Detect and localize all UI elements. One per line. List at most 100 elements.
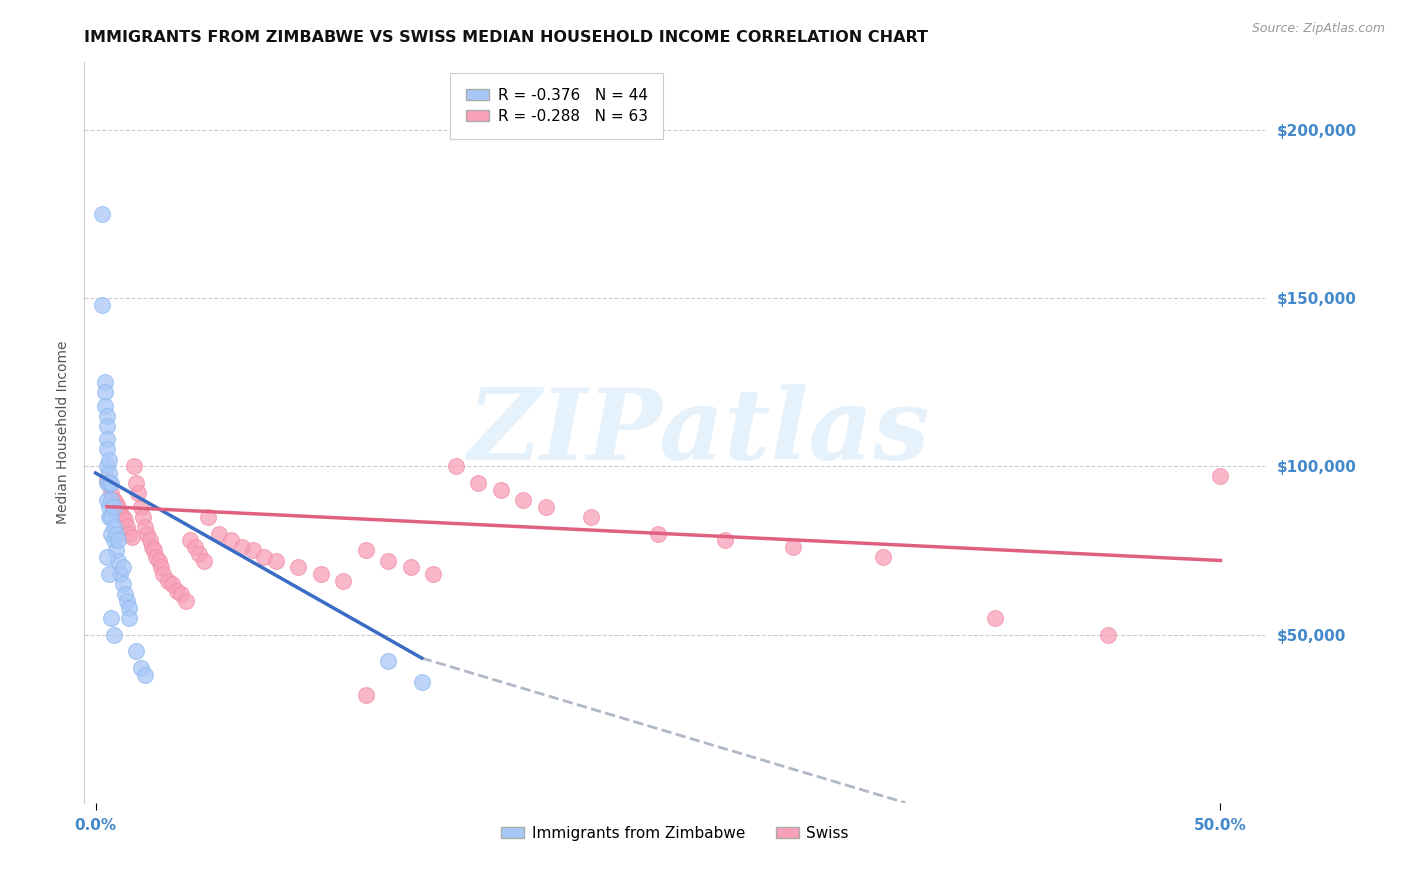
Point [264, 553, 287, 567]
Point [96, 459, 118, 474]
Point [96, 433, 118, 447]
Text: Source: ZipAtlas.com: Source: ZipAtlas.com [1251, 22, 1385, 36]
Point [219, 533, 242, 548]
Point [104, 526, 127, 541]
Point [377, 655, 399, 669]
Point [115, 594, 138, 608]
Point [136, 526, 159, 541]
Point [134, 668, 156, 682]
Point [91, 207, 114, 221]
Text: ZIPatlas: ZIPatlas [467, 384, 929, 481]
Point [125, 476, 148, 491]
Point [399, 560, 422, 574]
Point [467, 476, 489, 491]
Point [141, 540, 163, 554]
Point [782, 540, 804, 554]
Point [93, 385, 115, 400]
Point [444, 459, 467, 474]
Point [208, 526, 231, 541]
Point [170, 587, 193, 601]
Point [98, 476, 121, 491]
Point [111, 509, 134, 524]
Point [107, 500, 129, 514]
Point [114, 587, 136, 601]
Point [174, 594, 197, 608]
Point [127, 486, 149, 500]
Point [98, 466, 121, 480]
Point [647, 526, 669, 541]
Point [125, 644, 148, 658]
Point [193, 553, 215, 567]
Point [134, 520, 156, 534]
Point [96, 409, 118, 423]
Point [132, 509, 155, 524]
Point [188, 547, 211, 561]
Point [96, 418, 118, 433]
Point [100, 492, 122, 507]
Point [1097, 627, 1119, 641]
Point [103, 533, 125, 548]
Point [100, 476, 122, 491]
Point [129, 500, 152, 514]
Point [103, 492, 125, 507]
Point [100, 486, 122, 500]
Point [143, 543, 166, 558]
Point [152, 566, 174, 581]
Point [91, 298, 114, 312]
Point [100, 526, 122, 541]
Point [149, 560, 172, 574]
Point [96, 476, 118, 491]
Point [1209, 469, 1232, 483]
Point [422, 566, 444, 581]
Point [93, 399, 115, 413]
Point [309, 566, 332, 581]
Point [110, 507, 132, 521]
Point [118, 600, 141, 615]
Point [100, 509, 122, 524]
Point [129, 661, 152, 675]
Point [489, 483, 512, 497]
Point [118, 526, 141, 541]
Point [114, 513, 136, 527]
Point [179, 533, 201, 548]
Point [96, 550, 118, 565]
Point [118, 610, 141, 624]
Point [98, 452, 121, 467]
Point [166, 583, 188, 598]
Text: IMMIGRANTS FROM ZIMBABWE VS SWISS MEDIAN HOUSEHOLD INCOME CORRELATION CHART: IMMIGRANTS FROM ZIMBABWE VS SWISS MEDIAN… [84, 29, 928, 45]
Point [138, 533, 160, 548]
Point [96, 442, 118, 457]
Point [197, 509, 219, 524]
Point [111, 560, 134, 574]
Point [96, 473, 118, 487]
Point [98, 476, 121, 491]
Point [512, 492, 534, 507]
Point [100, 610, 122, 624]
Point [156, 574, 179, 588]
Point [984, 610, 1007, 624]
Point [96, 492, 118, 507]
Point [332, 574, 354, 588]
Point [377, 553, 399, 567]
Y-axis label: Median Household Income: Median Household Income [56, 341, 70, 524]
Point [107, 533, 129, 548]
Point [103, 627, 125, 641]
Point [253, 550, 276, 565]
Point [98, 509, 121, 524]
Point [115, 520, 138, 534]
Point [104, 496, 127, 510]
Point [411, 674, 433, 689]
Point [145, 550, 167, 565]
Point [110, 566, 132, 581]
Point [714, 533, 737, 548]
Point [98, 566, 121, 581]
Point [103, 520, 125, 534]
Point [160, 577, 183, 591]
Point [103, 500, 125, 514]
Point [354, 688, 377, 702]
Point [579, 509, 602, 524]
Point [122, 459, 145, 474]
Point [287, 560, 309, 574]
Point [183, 540, 205, 554]
Point [148, 553, 170, 567]
